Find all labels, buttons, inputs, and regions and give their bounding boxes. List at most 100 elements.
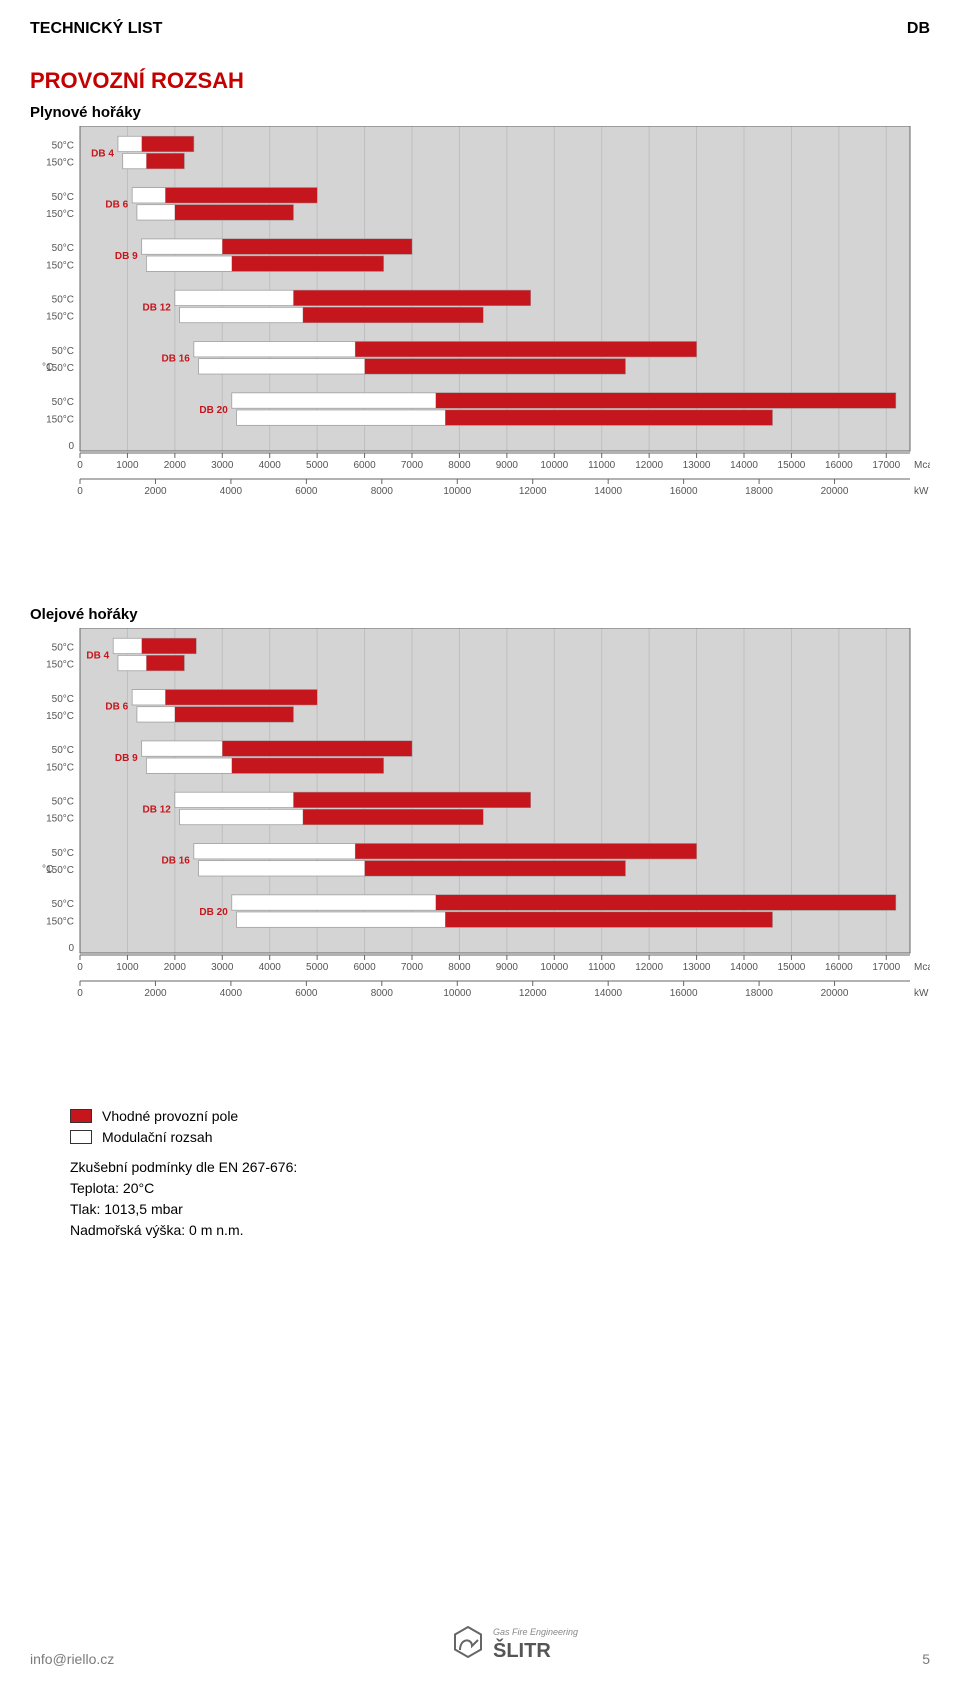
svg-text:150°C: 150°C [46, 158, 74, 169]
svg-text:9000: 9000 [496, 962, 519, 973]
svg-text:DB 6: DB 6 [105, 702, 128, 713]
oil-chart: 50°C150°CDB 450°C150°CDB 650°C150°CDB 95… [30, 628, 930, 1068]
cond-line1: Zkušební podmínky dle EN 267-676: [70, 1157, 930, 1178]
svg-text:20000: 20000 [821, 988, 849, 999]
svg-text:7000: 7000 [401, 962, 424, 973]
svg-text:4000: 4000 [220, 486, 243, 497]
svg-text:18000: 18000 [745, 486, 773, 497]
svg-text:10000: 10000 [443, 988, 471, 999]
svg-text:6000: 6000 [295, 486, 318, 497]
footer-page: 5 [922, 1651, 930, 1667]
legend-fill: Vhodné provozní pole [70, 1108, 930, 1124]
svg-text:50°C: 50°C [52, 745, 74, 756]
svg-text:8000: 8000 [371, 486, 394, 497]
svg-text:2000: 2000 [164, 460, 187, 471]
svg-text:5000: 5000 [306, 962, 329, 973]
svg-text:16000: 16000 [825, 962, 853, 973]
subtitle-gas: Plynové hořáky [30, 104, 930, 121]
svg-text:5000: 5000 [306, 460, 329, 471]
svg-text:1000: 1000 [116, 962, 139, 973]
svg-text:50°C: 50°C [52, 643, 74, 654]
svg-text:50°C: 50°C [52, 141, 74, 152]
svg-text:14000: 14000 [594, 486, 622, 497]
section-title: PROVOZNÍ ROZSAH [30, 68, 930, 94]
svg-text:150°C: 150°C [46, 762, 74, 773]
svg-text:2000: 2000 [164, 962, 187, 973]
svg-text:150°C: 150°C [46, 260, 74, 271]
svg-text:2000: 2000 [144, 988, 167, 999]
svg-text:10000: 10000 [540, 962, 568, 973]
svg-text:150°C: 150°C [46, 711, 74, 722]
svg-text:50°C: 50°C [52, 346, 74, 357]
svg-text:18000: 18000 [745, 988, 773, 999]
svg-text:DB 6: DB 6 [105, 200, 128, 211]
cond-line3: Tlak: 1013,5 mbar [70, 1199, 930, 1220]
svg-text:50°C: 50°C [52, 848, 74, 859]
svg-text:50°C: 50°C [52, 397, 74, 408]
svg-text:15000: 15000 [778, 962, 806, 973]
svg-text:50°C: 50°C [52, 899, 74, 910]
svg-text:Mcal/h: Mcal/h [914, 460, 930, 471]
svg-text:15000: 15000 [778, 460, 806, 471]
svg-text:0: 0 [68, 943, 74, 954]
svg-text:4000: 4000 [259, 460, 282, 471]
svg-text:50°C: 50°C [52, 694, 74, 705]
svg-text:10000: 10000 [443, 486, 471, 497]
svg-text:DB 16: DB 16 [161, 354, 190, 365]
svg-text:DB 9: DB 9 [115, 251, 138, 262]
svg-text:kW: kW [914, 988, 929, 999]
svg-text:20000: 20000 [821, 486, 849, 497]
subtitle-oil: Olejové hořáky [30, 606, 930, 623]
svg-text:13000: 13000 [683, 962, 711, 973]
legend-fill-swatch [70, 1109, 92, 1123]
svg-text:4000: 4000 [259, 962, 282, 973]
svg-text:8000: 8000 [371, 988, 394, 999]
svg-text:16000: 16000 [825, 460, 853, 471]
svg-text:Gas Fire Engineering: Gas Fire Engineering [493, 1627, 578, 1637]
svg-text:ŠLITR: ŠLITR [493, 1638, 551, 1662]
cond-line4: Nadmořská výška: 0 m n.m. [70, 1220, 930, 1241]
svg-text:DB 16: DB 16 [161, 856, 190, 867]
footer-email: info@riello.cz [30, 1651, 114, 1667]
svg-text:kW: kW [914, 486, 929, 497]
header-left: TECHNICKÝ LIST [30, 20, 162, 38]
svg-text:12000: 12000 [519, 486, 547, 497]
svg-text:°C: °C [42, 362, 53, 373]
svg-text:0: 0 [68, 441, 74, 452]
svg-text:17000: 17000 [872, 962, 900, 973]
svg-text:7000: 7000 [401, 460, 424, 471]
gas-chart: 50°C 150°C DB 4 50°C 150°C DB 6 50°C 150°C DB 9 5… [30, 126, 930, 566]
svg-text:14000: 14000 [594, 988, 622, 999]
svg-text:DB 4: DB 4 [91, 148, 114, 159]
svg-text:12000: 12000 [635, 962, 663, 973]
footer: info@riello.cz Gas Fire Engineering ŠLIT… [30, 1617, 930, 1667]
svg-text:0: 0 [77, 460, 83, 471]
legend-empty-label: Modulační rozsah [102, 1129, 213, 1145]
svg-text:150°C: 150°C [46, 312, 74, 323]
svg-text:150°C: 150°C [46, 209, 74, 220]
header-right: DB [907, 20, 930, 38]
svg-text:16000: 16000 [670, 988, 698, 999]
svg-text:16000: 16000 [670, 486, 698, 497]
svg-text:12000: 12000 [519, 988, 547, 999]
svg-text:2000: 2000 [144, 486, 167, 497]
svg-text:14000: 14000 [730, 460, 758, 471]
svg-text:8000: 8000 [448, 460, 471, 471]
svg-text:50°C: 50°C [52, 797, 74, 808]
svg-text:3000: 3000 [211, 460, 234, 471]
svg-text:0: 0 [77, 988, 83, 999]
test-conditions: Zkušební podmínky dle EN 267-676: Teplot… [70, 1157, 930, 1241]
svg-text:10000: 10000 [540, 460, 568, 471]
svg-text:1000: 1000 [116, 460, 139, 471]
svg-text:50°C: 50°C [52, 295, 74, 306]
svg-text:6000: 6000 [295, 988, 318, 999]
svg-text:8000: 8000 [448, 962, 471, 973]
svg-text:DB 4: DB 4 [86, 650, 109, 661]
svg-text:11000: 11000 [588, 460, 616, 471]
legend-empty-swatch [70, 1130, 92, 1144]
svg-text:17000: 17000 [872, 460, 900, 471]
svg-text:Mcal/h: Mcal/h [914, 962, 930, 973]
svg-text:50°C: 50°C [52, 243, 74, 254]
footer-logo: Gas Fire Engineering ŠLITR [448, 1617, 588, 1667]
svg-text:150°C: 150°C [46, 414, 74, 425]
